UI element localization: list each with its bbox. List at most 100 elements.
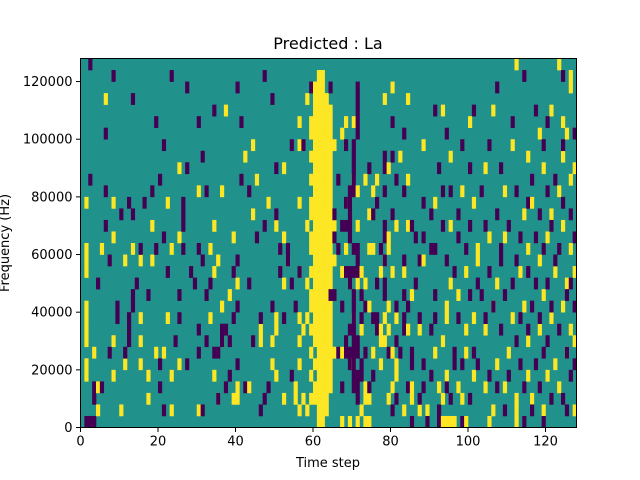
heatmap-cell-high	[425, 404, 430, 417]
heatmap-cell-low	[92, 415, 97, 428]
heatmap-cell-low	[309, 81, 314, 94]
heatmap-cell-high	[417, 404, 422, 417]
heatmap-cell-low	[127, 335, 132, 348]
heatmap-cell-high	[313, 150, 318, 163]
heatmap-cell-low	[514, 335, 519, 348]
heatmap-cell-high	[378, 335, 384, 348]
heatmap-cell-low	[530, 404, 535, 417]
heatmap-cell-low	[332, 289, 337, 301]
heatmap-cell-high	[313, 254, 318, 267]
heatmap-cell-high	[313, 104, 318, 117]
heatmap-cell-low	[522, 70, 527, 82]
heatmap-cell-low	[499, 243, 504, 255]
heatmap-cell-high	[541, 404, 546, 417]
heatmap-cell-low	[351, 300, 356, 313]
heatmap-cell-low	[402, 185, 407, 198]
heatmap-cell-high	[386, 162, 391, 175]
heatmap-cell-low	[533, 277, 539, 290]
heatmap-cell-high	[394, 358, 399, 371]
heatmap-cell-low	[363, 346, 368, 359]
heatmap-cell-low	[359, 358, 364, 371]
heatmap-cell-low	[359, 289, 364, 301]
heatmap-cell-high	[324, 323, 329, 336]
heatmap-cell-low	[359, 312, 364, 325]
heatmap-cell-low	[514, 185, 519, 198]
heatmap-cell-low	[196, 116, 201, 128]
heatmap-cell-high	[103, 93, 108, 105]
heatmap-cell-high	[84, 266, 89, 278]
heatmap-cell-low	[239, 173, 244, 186]
heatmap-cell-high	[316, 323, 322, 336]
heatmap-cell-low	[429, 243, 434, 255]
heatmap-cell-high	[309, 208, 314, 221]
heatmap-cell-low	[351, 346, 356, 359]
heatmap-cell-low	[355, 116, 360, 128]
heatmap-cell-low	[526, 196, 531, 209]
heatmap-cell-high	[378, 323, 384, 336]
heatmap-cell-low	[103, 127, 108, 140]
heatmap-cell-high	[448, 415, 453, 428]
heatmap-cell-high	[84, 369, 89, 382]
heatmap-cell-high	[320, 392, 325, 405]
heatmap-cell-low	[533, 358, 539, 371]
heatmap-cell-high	[84, 323, 89, 336]
heatmap-cell-high	[320, 369, 325, 382]
heatmap-cell-high	[340, 415, 345, 428]
heatmap-cell-low	[464, 243, 469, 255]
heatmap-cell-low	[169, 70, 174, 82]
heatmap-cell-low	[394, 173, 399, 186]
heatmap-cell-high	[196, 185, 201, 198]
chart-title: Predicted : La	[273, 34, 382, 53]
heatmap-cell-high	[313, 323, 318, 336]
heatmap-cell-low	[468, 162, 473, 175]
heatmap-cell-low	[541, 415, 546, 428]
heatmap-cell-low	[347, 277, 353, 290]
heatmap-cell-low	[367, 381, 372, 394]
heatmap-cell-low	[390, 116, 395, 128]
heatmap-cell-high	[324, 93, 329, 105]
heatmap-cell-high	[231, 231, 236, 244]
heatmap-cell-low	[154, 243, 159, 255]
heatmap-cell-low	[177, 289, 182, 301]
heatmap-cell-low	[243, 381, 248, 394]
heatmap-cell-high	[270, 358, 275, 371]
heatmap-cell-high	[324, 346, 329, 359]
heatmap-cell-high	[394, 369, 399, 382]
heatmap-cell-low	[347, 196, 353, 209]
heatmap-cell-high	[514, 392, 519, 405]
heatmap-cell-high	[491, 104, 496, 117]
heatmap-cell-high	[495, 277, 500, 290]
heatmap-cell-low	[251, 335, 256, 348]
y-tick-label: 40000	[31, 306, 72, 321]
heatmap-cell-high	[96, 404, 101, 417]
heatmap-cell-high	[316, 81, 322, 94]
heatmap-cell-low	[355, 369, 360, 382]
heatmap-cell-low	[189, 266, 194, 278]
heatmap-cell-low	[351, 173, 356, 186]
heatmap-cell-high	[154, 346, 159, 359]
heatmap-cell-high	[394, 312, 399, 325]
heatmap-cell-high	[328, 116, 333, 128]
heatmap-cell-high	[549, 208, 554, 221]
heatmap-cell-low	[92, 392, 97, 405]
heatmap-cell-low	[177, 312, 182, 325]
heatmap-cell-high	[471, 369, 477, 382]
heatmap-cell-low	[468, 219, 473, 232]
heatmap-cell-high	[320, 243, 325, 255]
heatmap-cell-low	[88, 58, 93, 71]
heatmap-cell-low	[344, 139, 349, 152]
heatmap-cell-low	[537, 381, 542, 394]
heatmap-cell-low	[130, 93, 136, 105]
heatmap-cell-high	[309, 243, 314, 255]
heatmap-cell-low	[568, 369, 573, 382]
heatmap-cell-low	[522, 381, 527, 394]
heatmap-cell-high	[324, 266, 329, 278]
heatmap-cell-low	[510, 116, 515, 128]
heatmap-cell-low	[150, 185, 155, 198]
heatmap-cell-low	[421, 231, 426, 244]
heatmap-cell-low	[382, 219, 387, 232]
heatmap-cell-low	[382, 289, 387, 301]
heatmap-cell-low	[417, 312, 422, 325]
heatmap-cell-low	[181, 219, 186, 232]
heatmap-cell-low	[545, 335, 550, 348]
